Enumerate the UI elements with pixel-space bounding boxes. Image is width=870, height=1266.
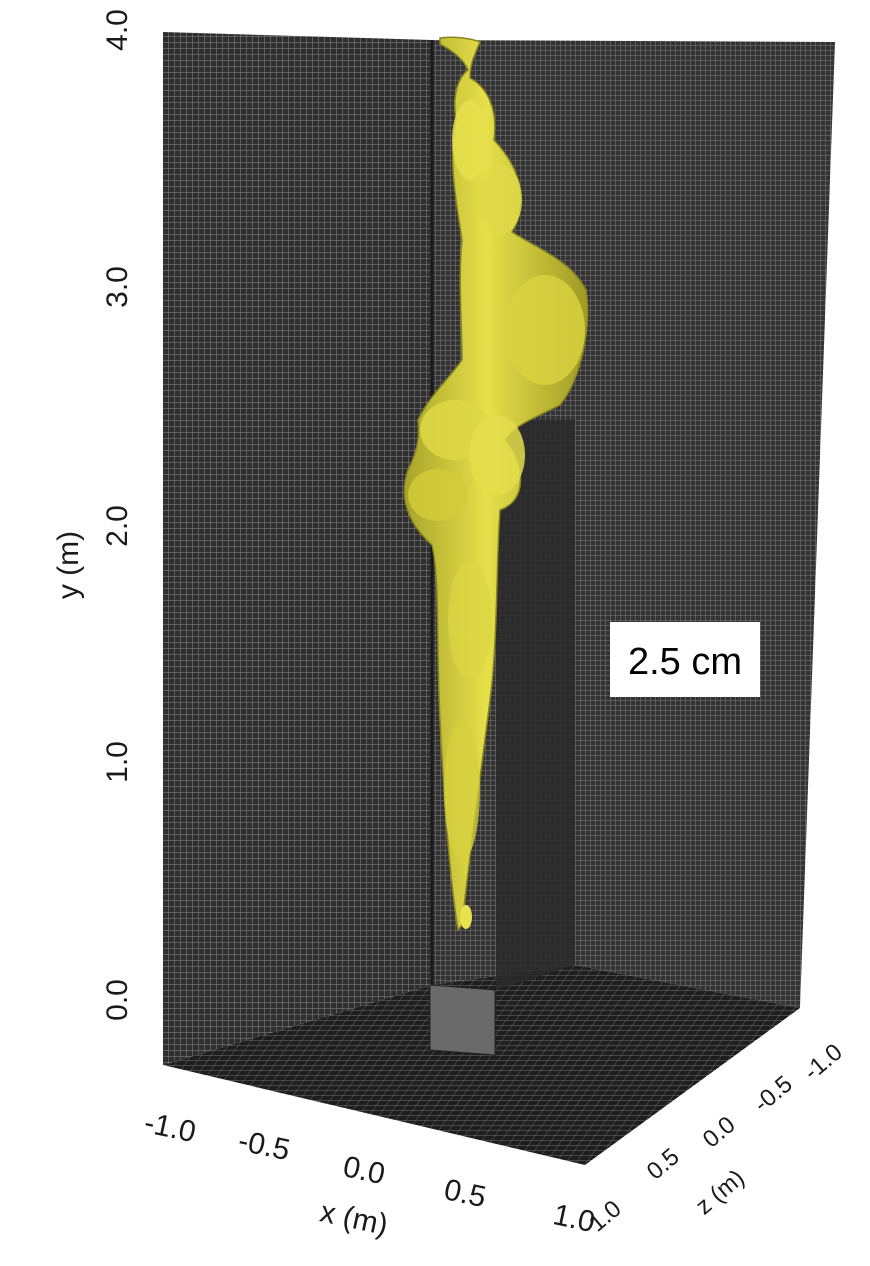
z-tick-label: 0.0 (698, 1111, 741, 1153)
plume-isosurface (403, 36, 589, 932)
y-tick-label: 3.0 (101, 266, 134, 308)
z-tick-label: 0.5 (642, 1143, 685, 1185)
annotation-box: 2.5 cm (610, 622, 760, 697)
x-tick-label: 0.0 (340, 1150, 388, 1191)
y-axis-label: y (m) (52, 531, 85, 599)
x-tick-label: -0.5 (235, 1124, 292, 1167)
z-tick-label: -1.0 (799, 1039, 848, 1086)
annotation-label: 2.5 cm (628, 641, 742, 683)
back-wall-left (163, 32, 432, 1065)
y-axis: 0.0 1.0 2.0 3.0 4.0 y (m) (52, 9, 134, 1021)
x-axis-label: x (m) (317, 1195, 391, 1241)
inlet-block (429, 984, 496, 1056)
y-tick-label: 4.0 (101, 9, 134, 51)
z-tick-label: -0.5 (749, 1071, 798, 1118)
y-tick-label: 1.0 (101, 741, 134, 783)
x-tick-label: 0.5 (441, 1173, 489, 1214)
y-tick-label: 2.0 (101, 505, 134, 547)
y-tick-label: 0.0 (101, 979, 134, 1021)
x-tick-label: -1.0 (141, 1106, 198, 1149)
floor-plane (163, 965, 800, 1165)
inner-channel (496, 420, 575, 990)
z-axis-label: z (m) (691, 1164, 750, 1220)
